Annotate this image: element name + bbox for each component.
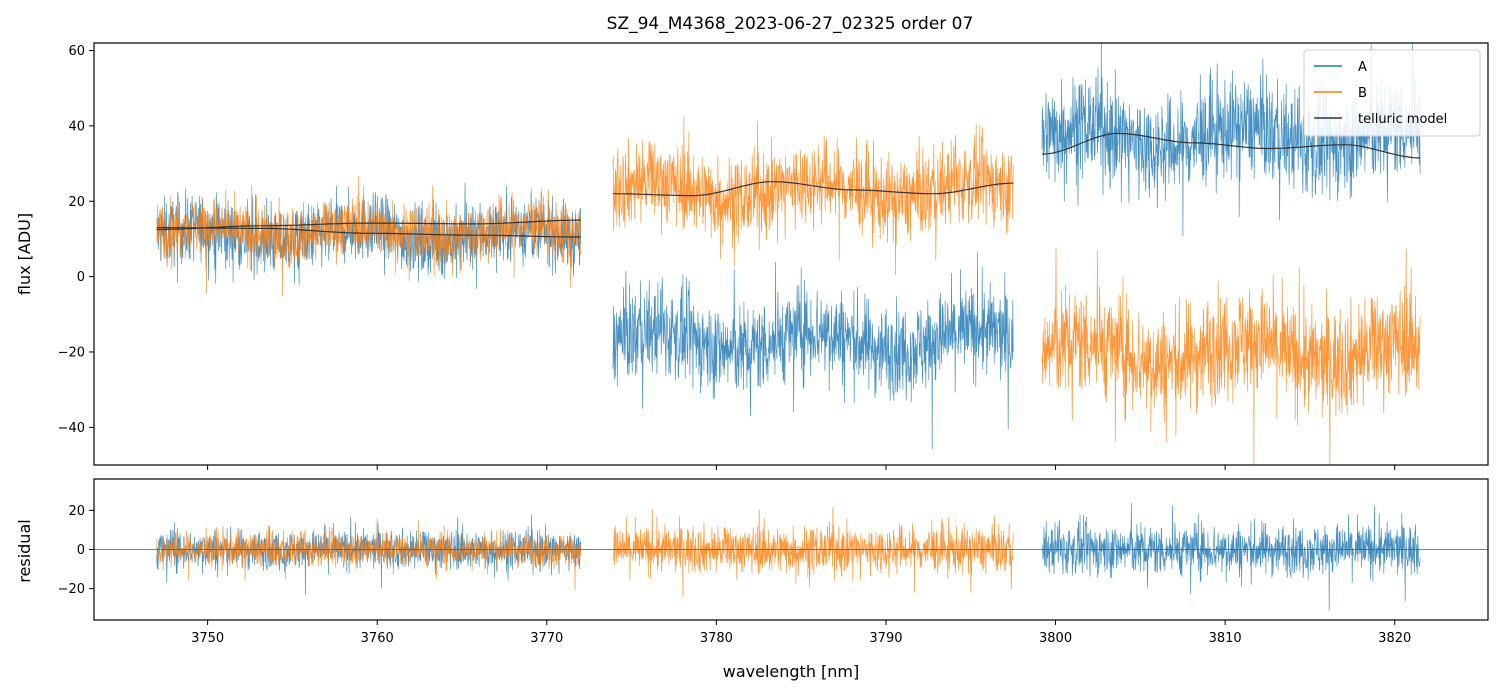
xtick-label: 3750 [191,631,224,646]
residual-y-ticks: −20 0 20 [58,504,94,597]
flux-axes-frame [93,42,1489,466]
flux-series-b-seg-3 [1041,248,1421,465]
legend-label-model: telluric model [1358,112,1447,127]
xtick-label: 3760 [361,631,394,646]
flux-series-a-seg-2 [612,252,1014,450]
flux-y-ticks: −40 −20 0 20 40 60 [58,44,94,436]
flux-ytick-label: −20 [58,345,85,360]
telluric-model-a-seg-3 [1041,132,1421,159]
legend-box [1303,49,1481,137]
residual-y-axis-label: residual [15,519,34,582]
flux-ytick-label: −40 [58,421,85,436]
telluric-model-b-seg-2 [612,181,1014,197]
legend-label-b: B [1358,86,1367,101]
telluric-model-b-seg-1 [156,227,581,238]
legend-label-a: A [1358,60,1367,75]
residual-ytick-label: 20 [68,504,85,519]
flux-panel: −40 −20 0 20 40 60 flux [ADU] [15,42,1489,470]
telluric-model-a-seg-1 [156,219,581,231]
residual-series-a-seg-3 [1041,503,1421,611]
legend: A B telluric model [1303,49,1481,137]
residual-series-b-seg-2 [612,506,1014,598]
residual-series-group [156,503,1421,611]
flux-series-a-seg-3 [1041,43,1421,237]
residual-ytick-label: 0 [77,543,85,558]
xtick-label: 3790 [869,631,902,646]
flux-y-axis-label: flux [ADU] [15,213,34,295]
flux-series-group [156,43,1421,465]
xtick-label: 3770 [530,631,563,646]
residual-series-b-seg-1 [156,518,582,591]
flux-ytick-label: 40 [68,119,85,134]
xtick-label: 3820 [1378,631,1411,646]
xtick-label: 3780 [700,631,733,646]
xtick-label: 3810 [1209,631,1242,646]
flux-ytick-label: 20 [68,195,85,210]
xtick-label: 3800 [1039,631,1072,646]
chart-title: SZ_94_M4368_2023-06-27_02325 order 07 [607,14,974,34]
x-axis-label: wavelength [nm] [723,662,860,681]
flux-x-ticks [207,465,1396,470]
flux-ytick-label: 60 [68,44,85,59]
telluric-model-group [156,132,1421,238]
residual-x-ticks: 3750 3760 3770 3780 3790 3800 3810 3820 [191,620,1411,646]
flux-ytick-label: 0 [77,270,85,285]
residual-series-a-seg-1 [156,514,582,596]
residual-ytick-label: −20 [58,582,85,597]
flux-series-b-seg-2 [612,116,1014,276]
